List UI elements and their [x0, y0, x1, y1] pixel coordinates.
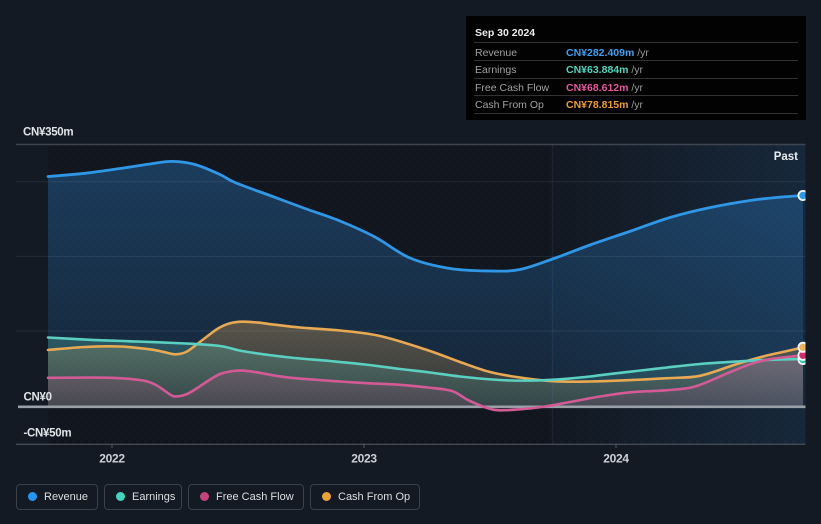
svg-text:-CN¥50m: -CN¥50m [24, 428, 72, 440]
svg-text:2024: 2024 [603, 451, 629, 465]
svg-text:CN¥350m: CN¥350m [23, 127, 73, 139]
svg-text:2023: 2023 [351, 451, 377, 465]
svg-text:Past: Past [774, 151, 798, 163]
svg-text:2022: 2022 [99, 451, 125, 465]
svg-text:CN¥0: CN¥0 [24, 391, 52, 403]
